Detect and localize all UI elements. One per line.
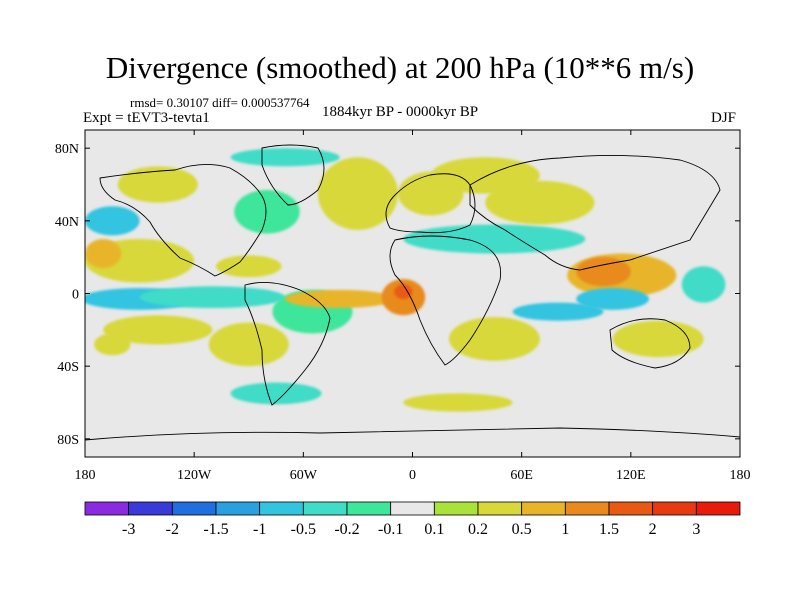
- field-patch-2: [117, 166, 198, 203]
- season-label: DJF: [711, 110, 737, 126]
- lon-tick-label: 180: [730, 468, 751, 483]
- coast-north-america: [99, 164, 267, 277]
- coast-antarctica: [85, 427, 740, 441]
- colorbar-swatch: [695, 501, 741, 516]
- lat-tick-label: 80S: [57, 433, 79, 448]
- coast-australia: [609, 318, 691, 369]
- period-label: 1884kyr BP - 0000kyr BP: [322, 104, 479, 120]
- field-patch-13: [234, 189, 300, 234]
- lat-tick-label: 0: [72, 288, 79, 303]
- field-patch-27: [576, 288, 650, 310]
- colorbar-label: 0.1: [424, 521, 444, 538]
- colorbar-swatch: [521, 501, 566, 516]
- field-patch-12: [216, 255, 282, 278]
- lat-tick-label: 40S: [57, 360, 79, 375]
- coast-africa: [389, 235, 502, 366]
- colorbar-swatch: [171, 501, 217, 516]
- lon-tick-label: 60E: [510, 468, 533, 483]
- field-patch-6: [94, 333, 131, 356]
- colorbar-swatch: [477, 501, 523, 516]
- field-patch-19: [485, 180, 595, 225]
- field-patch-4: [139, 286, 286, 309]
- lon-tick-label: 60W: [290, 468, 318, 483]
- lon-tick-label: 120W: [177, 468, 212, 483]
- colorbar-swatch: [608, 501, 654, 516]
- colorbar-label: -1: [253, 521, 266, 538]
- colorbar-swatch: [433, 501, 479, 516]
- field-patch-28: [681, 266, 726, 303]
- field-patch-11: [394, 284, 413, 299]
- field-patch-9: [285, 289, 395, 309]
- field-patch-7: [208, 322, 289, 367]
- colorbar-swatch: [564, 501, 610, 516]
- colorbar: -3 -2 -1.5 -1 -0.5 -0.2 -0.1 0.1 0.2 0.5 1 1.5 2 3: [84, 501, 741, 538]
- lat-tick-label: 40N: [55, 215, 79, 230]
- colorbar-swatch: [259, 501, 304, 516]
- experiment-label: Expt = tEVT3-tevta1: [83, 110, 210, 126]
- map-title: Divergence (smoothed) at 200 hPa (10**6 …: [105, 50, 695, 85]
- lon-tick-label: 180: [75, 468, 96, 483]
- coast-south-america: [244, 281, 331, 406]
- colorbar-label: 0.2: [468, 521, 488, 538]
- colorbar-label: 3: [692, 521, 700, 538]
- coast-asia: [469, 154, 721, 271]
- colorbar-label: -1.5: [203, 521, 228, 538]
- coast-greenland: [261, 144, 325, 206]
- field-patch-23: [448, 317, 540, 361]
- field-patch-15: [230, 148, 340, 167]
- latitude-axis: 80N 40N 0 40S 80S: [55, 142, 740, 448]
- field-patch-5: [103, 315, 213, 345]
- field-patch-1: [85, 239, 122, 269]
- colorbar-label: -0.2: [334, 521, 359, 538]
- divergence-field: [85, 148, 726, 412]
- colorbar-label: -0.1: [378, 521, 403, 538]
- field-patch-21: [576, 257, 631, 287]
- field-patch-29: [512, 302, 604, 321]
- colorbar-label: 0.5: [512, 521, 532, 538]
- colorbar-swatch: [128, 501, 173, 516]
- colorbar-label: -0.5: [291, 521, 316, 538]
- coastlines: [85, 144, 740, 441]
- colorbar-swatch: [390, 501, 435, 516]
- colorbar-label: -2: [166, 521, 179, 538]
- colorbar-label: 1: [561, 521, 569, 538]
- colorbar-swatch: [652, 501, 697, 516]
- colorbar-label: 2: [649, 521, 657, 538]
- colorbar-label: -3: [122, 521, 135, 538]
- field-patch-25: [230, 382, 322, 405]
- stats-text: rmsd= 0.30107 diff= 0.000537764: [130, 95, 310, 110]
- lon-tick-label: 0: [409, 468, 416, 483]
- colorbar-swatch: [302, 501, 348, 516]
- field-patch-14: [317, 157, 398, 230]
- field-patch-26: [85, 206, 140, 236]
- colorbar-swatch: [215, 501, 261, 516]
- lon-tick-label: 120E: [616, 468, 646, 483]
- field-patch-24: [403, 393, 513, 412]
- longitude-axis: 180 120W 60W 0 60E 120E 180: [75, 130, 751, 483]
- lat-tick-label: 80N: [55, 142, 79, 157]
- colorbar-label: 1.5: [599, 521, 619, 538]
- colorbar-swatch: [84, 501, 130, 516]
- colorbar-swatch: [346, 501, 392, 516]
- field-patch-18: [403, 224, 586, 254]
- field-patch-22: [612, 320, 704, 358]
